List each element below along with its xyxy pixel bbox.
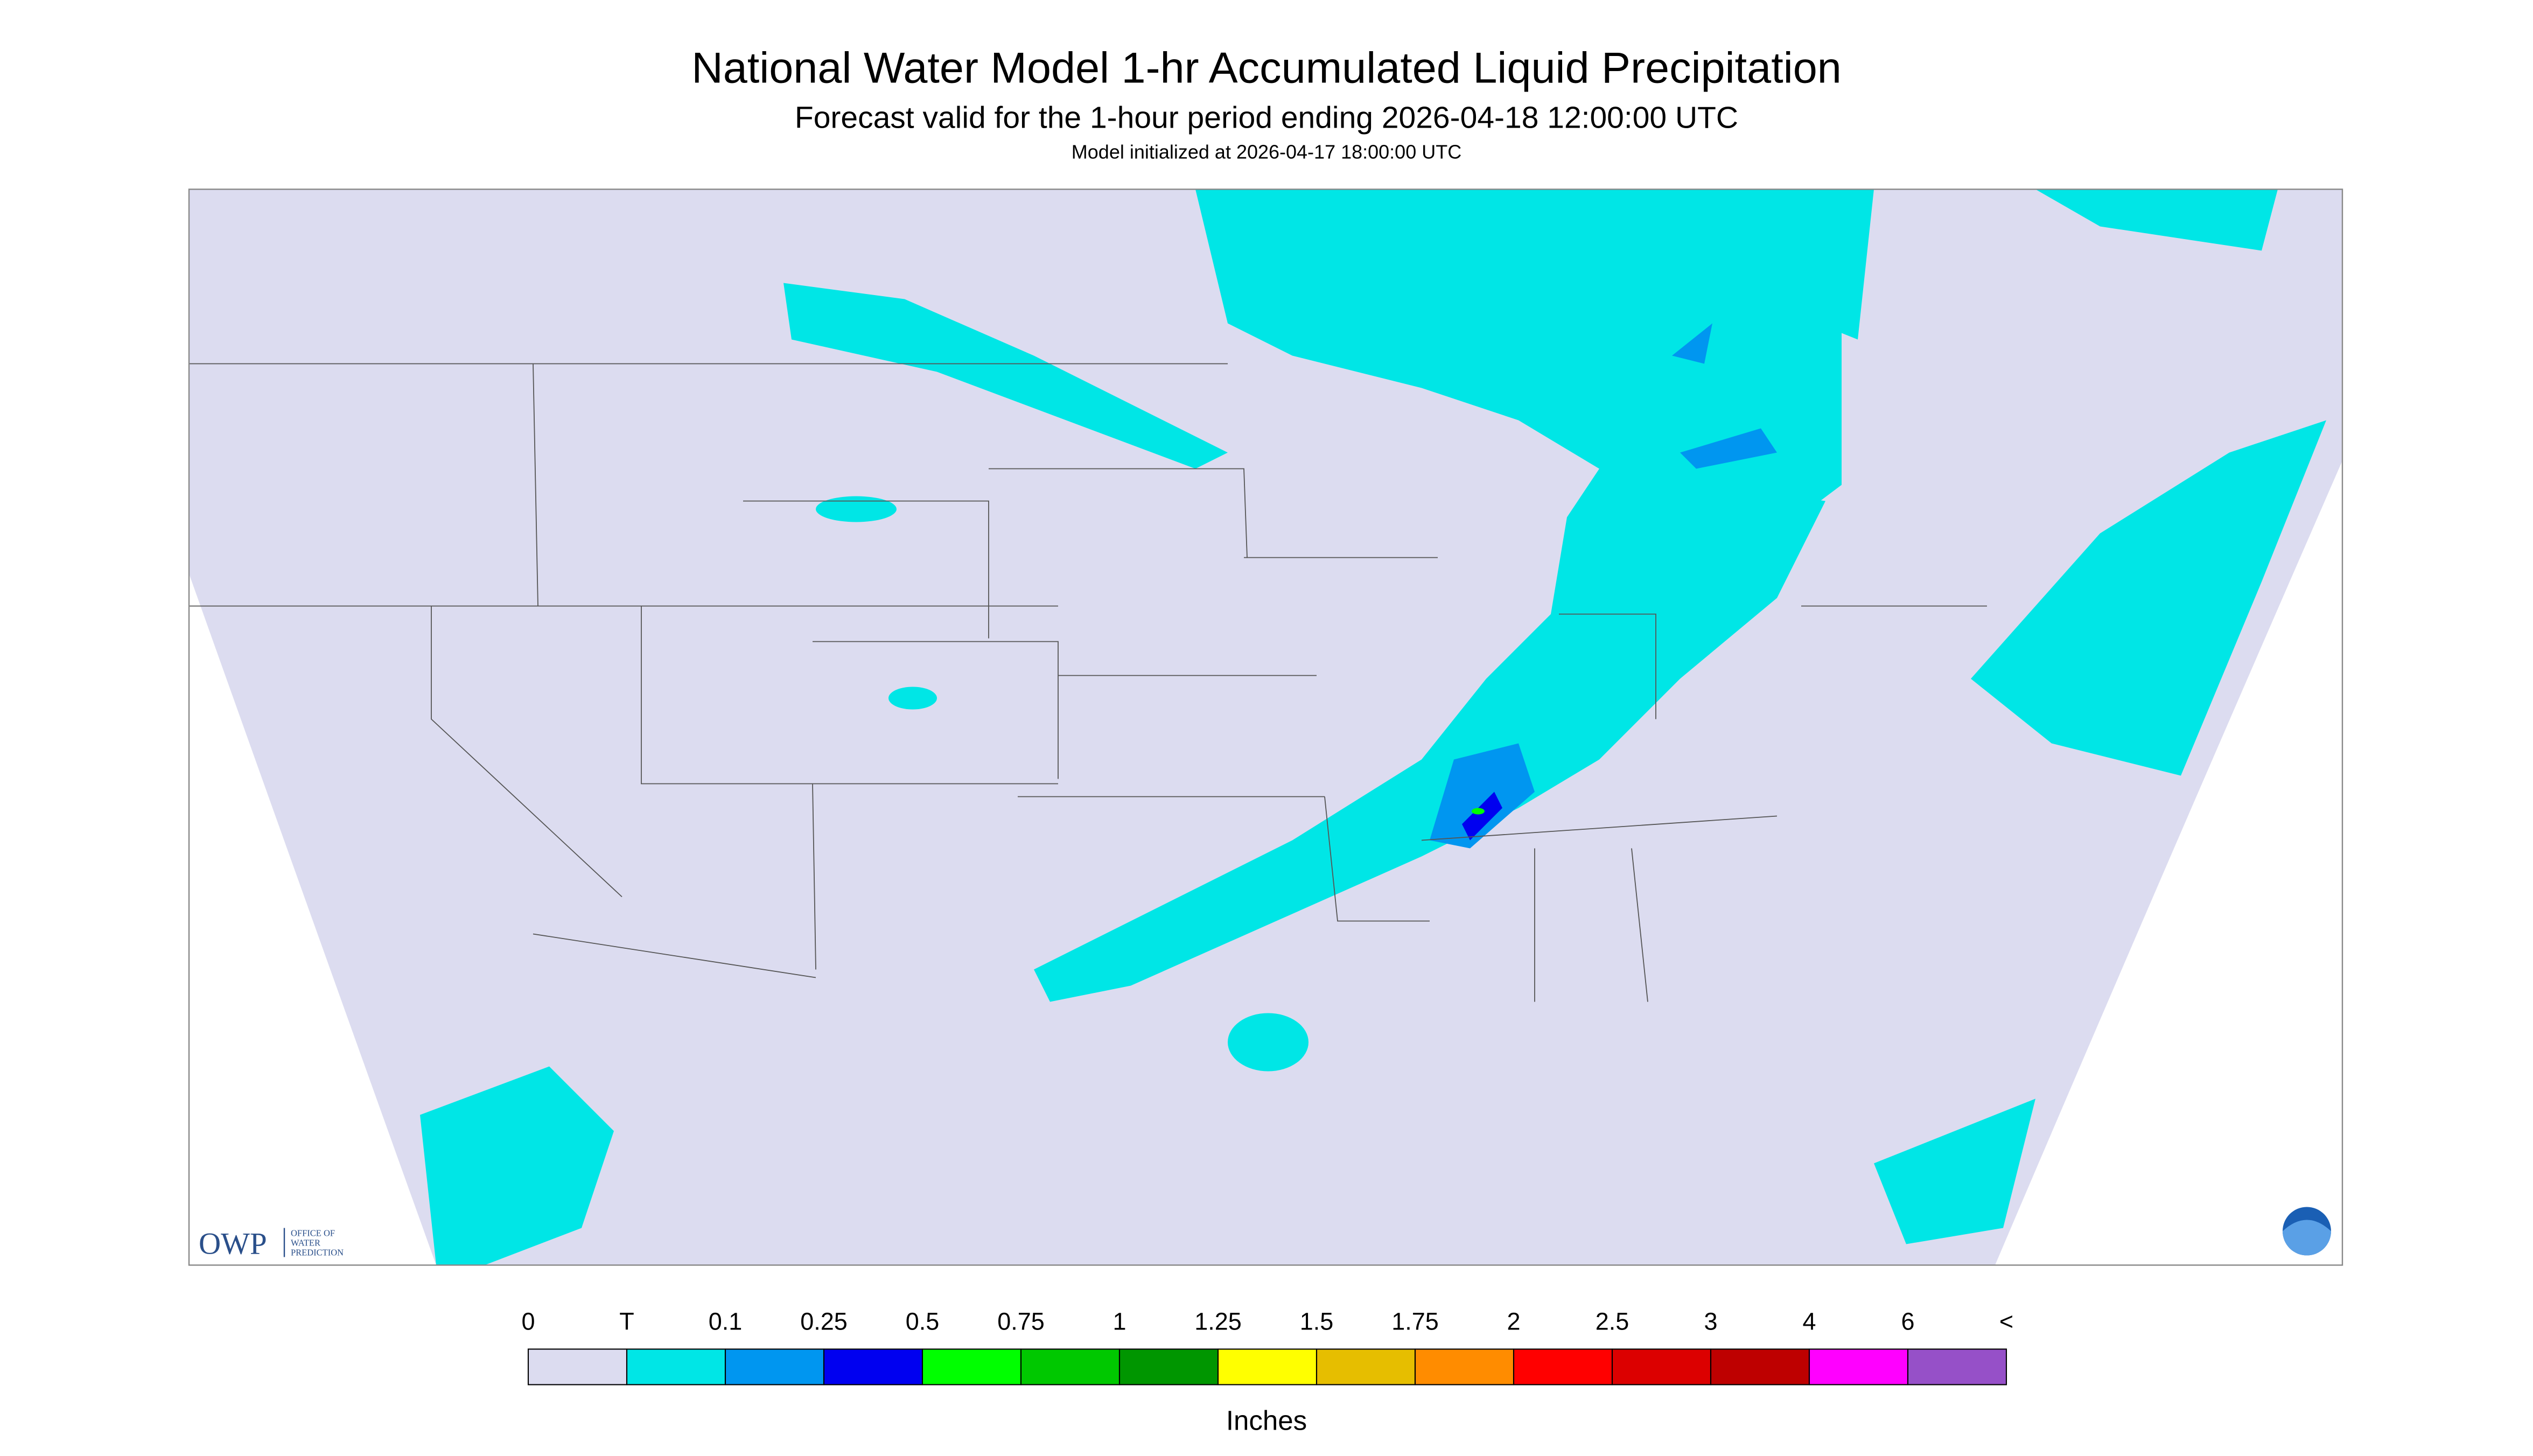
precip-area bbox=[1228, 1013, 1309, 1072]
legend-label: 1.75 bbox=[1391, 1308, 1439, 1335]
legend-swatch bbox=[1710, 1348, 1810, 1385]
legend-swatch bbox=[1020, 1348, 1121, 1385]
legend-swatch bbox=[921, 1348, 1022, 1385]
state-boundaries bbox=[189, 363, 1987, 1002]
logo-name: WATER bbox=[291, 1238, 320, 1248]
precip-area bbox=[1430, 743, 1535, 849]
precip-area bbox=[1672, 323, 1712, 364]
legend-swatch bbox=[1414, 1348, 1515, 1385]
logo-name: PREDICTION bbox=[291, 1248, 344, 1258]
legend-label: T bbox=[619, 1308, 634, 1335]
legend-label: 0 bbox=[521, 1308, 535, 1335]
noaa-logo-wave bbox=[2283, 1220, 2331, 1256]
precip-area bbox=[783, 283, 1228, 469]
legend-label: 4 bbox=[1802, 1308, 1816, 1335]
legend-label: 0.1 bbox=[709, 1308, 743, 1335]
precip-areas bbox=[420, 189, 2326, 1265]
logo-acronym: OWP bbox=[199, 1227, 267, 1261]
precip-area bbox=[1462, 792, 1502, 841]
legend-label: < bbox=[1999, 1308, 2013, 1335]
legend-swatch bbox=[823, 1348, 923, 1385]
legend-swatch bbox=[1611, 1348, 1712, 1385]
legend-swatch bbox=[1316, 1348, 1416, 1385]
legend-swatch bbox=[527, 1348, 628, 1385]
precip-area bbox=[1472, 808, 1485, 815]
subtitle: Forecast valid for the 1-hour period end… bbox=[795, 101, 1738, 135]
legend-label: 2 bbox=[1507, 1308, 1520, 1335]
legend: 0 T 0.1 0.25 0.5 0.75 1 1.25 1.5 1.75 2 2.5 3 4 6 < bbox=[521, 1308, 2013, 1385]
init-time: Model initialized at 2026-04-17 18:00:00… bbox=[1072, 141, 1461, 163]
precip-area bbox=[816, 496, 897, 522]
precip-area bbox=[1971, 420, 2326, 776]
precip-area bbox=[1761, 189, 1874, 340]
map-border bbox=[188, 188, 2343, 1266]
legend-label: 2.5 bbox=[1596, 1308, 1629, 1335]
legend-label: 3 bbox=[1704, 1308, 1717, 1335]
precip-band bbox=[1034, 189, 1842, 1002]
precip-area bbox=[420, 1066, 614, 1265]
legend-units: Inches bbox=[1226, 1405, 1307, 1436]
precip-area bbox=[888, 687, 937, 710]
legend-swatch bbox=[1513, 1348, 1613, 1385]
precip-area bbox=[1615, 485, 1825, 679]
map: OWP OFFICE OF WATER PREDICTION bbox=[188, 188, 2343, 1266]
legend-swatch bbox=[1808, 1348, 1909, 1385]
legend-label: 0.25 bbox=[800, 1308, 848, 1335]
legend-label: 6 bbox=[1901, 1308, 1914, 1335]
legend-swatch bbox=[626, 1348, 726, 1385]
legend-label: 1.25 bbox=[1194, 1308, 1242, 1335]
logo-name: OFFICE OF bbox=[291, 1228, 335, 1238]
title: National Water Model 1-hr Accumulated Li… bbox=[691, 44, 1842, 93]
legend-swatch bbox=[1907, 1348, 2007, 1385]
legend-label: 0.75 bbox=[997, 1308, 1045, 1335]
legend-swatch bbox=[1217, 1348, 1318, 1385]
legend-swatch bbox=[1118, 1348, 1219, 1385]
legend-label: 0.5 bbox=[906, 1308, 940, 1335]
legend-label: 1 bbox=[1112, 1308, 1126, 1335]
precip-area bbox=[1680, 428, 1777, 469]
legend-label: 1.5 bbox=[1300, 1308, 1334, 1335]
legend-swatch bbox=[724, 1348, 825, 1385]
precip-area bbox=[1874, 1098, 2035, 1244]
precip-area bbox=[2035, 189, 2278, 251]
